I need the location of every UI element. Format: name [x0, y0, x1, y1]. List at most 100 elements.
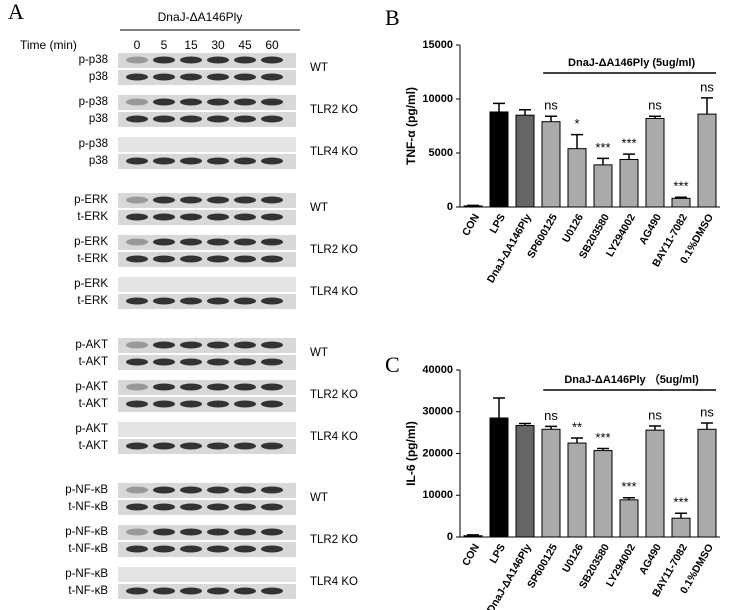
blot-band: [234, 442, 256, 450]
blot-band: [207, 400, 229, 408]
bar: [541, 428, 561, 538]
blot-band: [180, 238, 202, 246]
time-label: Time (min): [20, 38, 77, 52]
blot-band: [180, 545, 202, 553]
bar: [567, 148, 587, 208]
x-tick-label: U0126: [560, 212, 586, 245]
blot-band: [234, 56, 256, 64]
blot-label: t-AKT: [79, 356, 108, 368]
bar: [567, 442, 587, 538]
blot-band: [261, 238, 283, 246]
significance-label: ns: [700, 79, 714, 94]
blot-band: [180, 297, 202, 305]
x-tick-label: AG490: [637, 542, 664, 577]
error-bar: [467, 534, 479, 536]
blot-band: [126, 213, 148, 221]
blot-band: [207, 115, 229, 123]
y-tick-label: 10000: [422, 489, 453, 501]
error-bar: [701, 422, 713, 430]
significance-label: ***: [621, 479, 636, 494]
blot-band: [180, 587, 202, 595]
blot-band: [207, 358, 229, 366]
blot-band: [207, 157, 229, 165]
bar: [645, 117, 665, 208]
bar: [593, 164, 613, 208]
blot-label: p-NF-κB: [65, 484, 108, 496]
blot-band: [207, 503, 229, 511]
blot-band: [126, 238, 148, 246]
blot-band: [180, 213, 202, 221]
blot-band: [207, 73, 229, 81]
bar: [619, 158, 639, 208]
blot-band: [234, 157, 256, 165]
condition-label: TLR4 KO: [310, 431, 358, 443]
blot-label: t-ERK: [77, 211, 108, 223]
error-bar: [519, 422, 531, 426]
blot-band: [261, 486, 283, 494]
blot-band: [180, 157, 202, 165]
bar: [541, 121, 561, 208]
blot-band: [126, 98, 148, 106]
time-point: 60: [265, 38, 279, 52]
blot-band: [180, 196, 202, 204]
blot-label: t-ERK: [77, 253, 108, 265]
blot-band: [180, 358, 202, 366]
significance-label: ns: [544, 408, 558, 423]
blot-band: [153, 98, 175, 106]
blot-band: [180, 486, 202, 494]
blot-band: [207, 196, 229, 204]
blot-band: [207, 341, 229, 349]
y-tick-label: 20000: [422, 447, 453, 459]
blot-band: [234, 255, 256, 263]
error-bar: [545, 425, 557, 430]
blot-band: [234, 98, 256, 106]
error-bar: [649, 115, 661, 119]
blot-band: [153, 545, 175, 553]
significance-label: ns: [648, 98, 662, 113]
error-bar: [519, 109, 531, 116]
blot-band: [234, 400, 256, 408]
blot-band: [153, 115, 175, 123]
y-tick-label: 15000: [422, 39, 453, 51]
bar: [697, 428, 717, 538]
x-tick-label: U0126: [560, 542, 586, 575]
condition-label: WT: [310, 347, 328, 359]
blot-band: [153, 400, 175, 408]
blot-band: [180, 56, 202, 64]
blot-band: [234, 73, 256, 81]
significance-label: *: [574, 116, 579, 131]
blot-band: [261, 587, 283, 595]
blot-band: [153, 383, 175, 391]
condition-label: TLR4 KO: [310, 146, 358, 158]
blot-band: [180, 255, 202, 263]
blot-label: p-NF-κB: [65, 526, 108, 538]
blot-band: [153, 255, 175, 263]
condition-label: TLR2 KO: [310, 244, 358, 256]
blot-band: [153, 341, 175, 349]
condition-label: TLR4 KO: [310, 576, 358, 588]
blot-band: [261, 157, 283, 165]
bar: [489, 111, 509, 208]
blot-band: [207, 587, 229, 595]
significance-label: ***: [595, 140, 610, 155]
blot-strip: [118, 567, 296, 582]
blot-band: [180, 115, 202, 123]
bracket-label: DnaJ-ΔA146Ply （5ug/ml): [564, 373, 699, 386]
blot-label: p-ERK: [74, 194, 108, 206]
blot-strip: [118, 422, 296, 437]
error-bar: [571, 437, 583, 444]
blot-band: [207, 98, 229, 106]
blot-band: [261, 56, 283, 64]
error-bar: [597, 447, 609, 451]
blot-band: [207, 255, 229, 263]
x-tick-label: AG490: [637, 212, 664, 247]
error-bar: [623, 497, 635, 500]
bar: [697, 113, 717, 208]
condition-label: TLR4 KO: [310, 286, 358, 298]
bar: [671, 517, 691, 538]
y-tick-label: 5000: [429, 147, 453, 159]
blot-band: [126, 358, 148, 366]
blot-band: [234, 297, 256, 305]
blot-band: [153, 442, 175, 450]
blot-band: [207, 56, 229, 64]
